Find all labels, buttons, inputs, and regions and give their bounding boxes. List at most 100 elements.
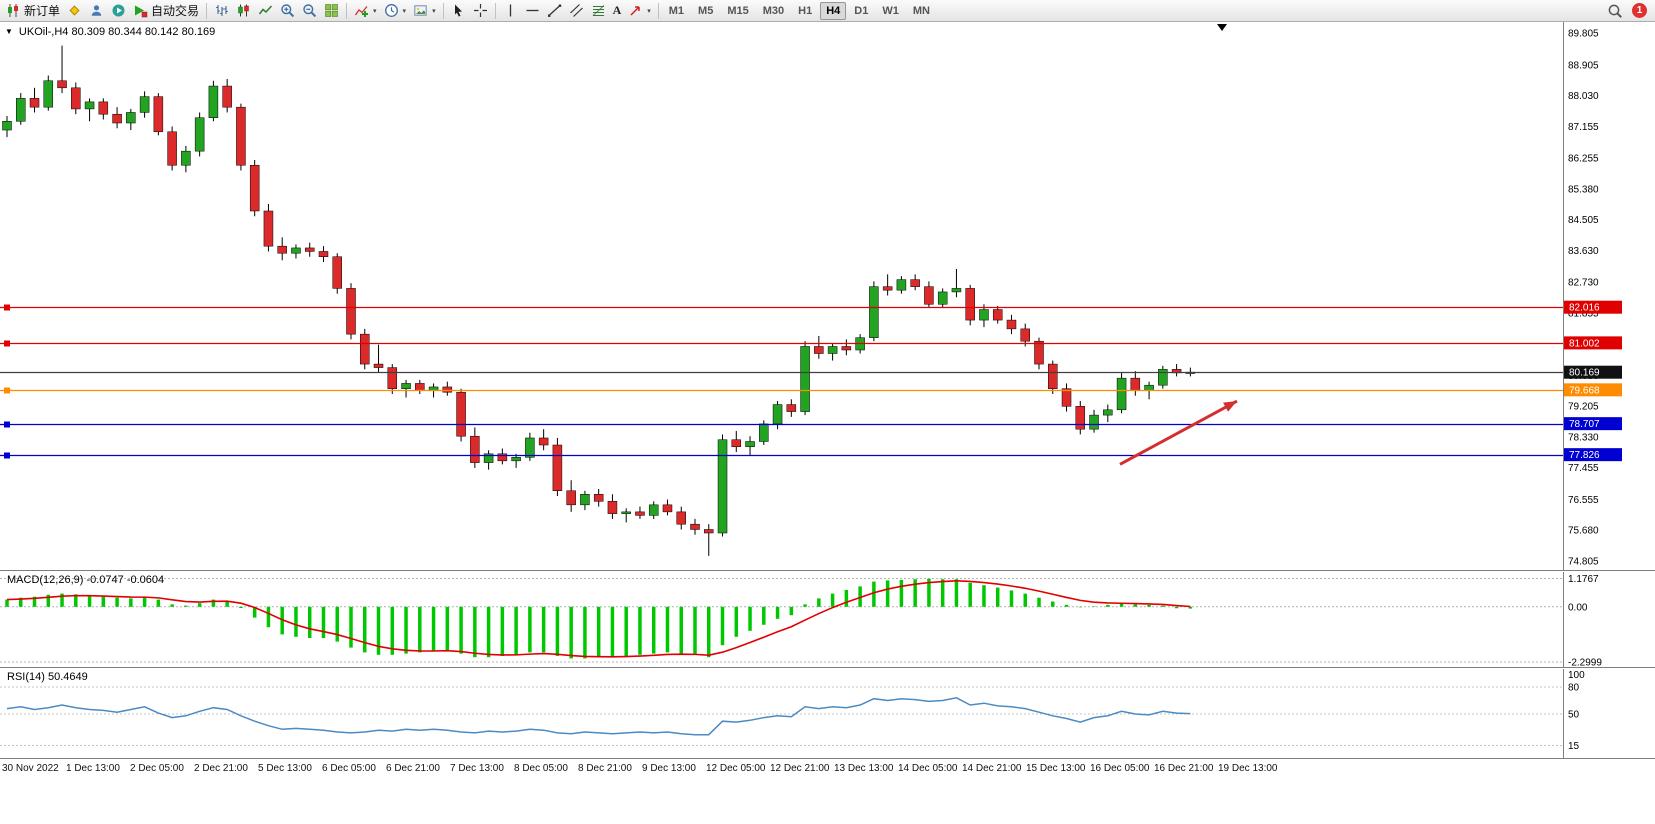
notification-badge[interactable]: 1 — [1632, 3, 1647, 18]
svg-text:81.002: 81.002 — [1569, 338, 1600, 349]
horizontal-line-78.707[interactable] — [0, 421, 1563, 428]
chart-bars-button[interactable] — [211, 1, 232, 21]
time-label: 14 Dec 05:00 — [898, 763, 958, 774]
horizontal-line-79.668[interactable] — [0, 387, 1563, 394]
search-button[interactable] — [1604, 1, 1626, 21]
time-label: 16 Dec 05:00 — [1090, 763, 1150, 774]
svg-text:89.805: 89.805 — [1568, 29, 1599, 40]
chart-line-button[interactable] — [255, 1, 276, 21]
timeframe-button-m1[interactable]: M1 — [668, 4, 685, 17]
timeframe-toolbar: M1 M5 M15 M30 H1 H4 D1 W1 MN — [663, 1, 936, 20]
arrow-tool-icon — [630, 6, 640, 16]
time-label: 8 Dec 21:00 — [578, 763, 632, 774]
main-toolbar: 新订单 自动交易 — [0, 0, 1655, 22]
svg-text:85.380: 85.380 — [1568, 184, 1599, 195]
svg-text:83.630: 83.630 — [1568, 246, 1599, 257]
chart-dropdown-icon[interactable]: ▼ — [5, 27, 13, 36]
timeframe-button-d1[interactable]: D1 — [854, 4, 869, 17]
svg-text:15: 15 — [1568, 741, 1580, 752]
indicators-button[interactable]: ▾ — [351, 1, 380, 21]
timeframe-button-m15[interactable]: M15 — [727, 4, 749, 17]
channel-tool-button[interactable] — [566, 1, 587, 21]
toolbar-separator — [442, 2, 444, 19]
rsi-panel: 100 80 50 15 RSI(14) 50.4649 — [0, 669, 1655, 759]
svg-text:78.707: 78.707 — [1569, 419, 1600, 430]
time-label: 2 Dec 21:00 — [194, 763, 248, 774]
trendline-tool-button[interactable] — [544, 1, 565, 21]
horizontal-line-82.016[interactable] — [0, 304, 1563, 311]
time-label: 12 Dec 21:00 — [770, 763, 830, 774]
time-label: 6 Dec 21:00 — [386, 763, 440, 774]
time-label: 13 Dec 13:00 — [834, 763, 894, 774]
svg-text:77.826: 77.826 — [1569, 450, 1600, 461]
svg-text:82.016: 82.016 — [1569, 303, 1600, 314]
svg-text:0.00: 0.00 — [1568, 602, 1588, 613]
svg-text:84.505: 84.505 — [1568, 215, 1599, 226]
vertical-line-tool-button[interactable] — [500, 1, 521, 21]
price-badge-78.707: 78.707 — [1564, 417, 1622, 431]
vertical-line-icon — [509, 4, 511, 17]
svg-text:88.905: 88.905 — [1568, 60, 1599, 71]
time-label: 5 Dec 13:00 — [258, 763, 312, 774]
svg-text:81.855: 81.855 — [1568, 308, 1599, 319]
autotrading-label: 自动交易 — [151, 4, 200, 18]
candlestick-chart-icon — [238, 4, 249, 17]
price-axis-labels: 89.805 88.905 88.030 87.155 86.255 85.380 84.5… — [1568, 29, 1599, 568]
time-label: 6 Dec 05:00 — [322, 763, 376, 774]
svg-text:1.1767: 1.1767 — [1568, 574, 1599, 585]
autotrading-button[interactable]: 自动交易 — [130, 1, 202, 21]
fibonacci-tool-button[interactable] — [588, 1, 609, 21]
new-order-button[interactable]: 新订单 — [3, 1, 63, 21]
metaeditor-icon — [69, 5, 80, 16]
arrows-tool-button[interactable]: ▾ — [625, 1, 654, 21]
cursor-button[interactable] — [448, 1, 469, 21]
trendline-icon — [547, 4, 561, 17]
svg-text:50: 50 — [1568, 710, 1580, 721]
time-label: 7 Dec 13:00 — [450, 763, 504, 774]
timeframe-button-m5[interactable]: M5 — [698, 4, 714, 17]
text-tool-button[interactable]: A — [610, 1, 625, 21]
time-label: 2 Dec 05:00 — [130, 763, 184, 774]
time-axis[interactable]: 30 Nov 2022 1 Dec 13:00 2 Dec 05:00 2 Dec 2… — [0, 760, 1655, 780]
search-icon — [1608, 4, 1622, 18]
accounts-button[interactable] — [86, 1, 107, 21]
zoom-in-button[interactable] — [277, 1, 298, 21]
line-chart-icon — [258, 5, 273, 15]
zoom-out-button[interactable] — [299, 1, 320, 21]
time-label: 9 Dec 13:00 — [642, 763, 696, 774]
svg-text:82.730: 82.730 — [1568, 278, 1599, 289]
template-image-icon — [414, 5, 427, 16]
horizontal-line-tool-button[interactable] — [522, 1, 543, 21]
templates-button[interactable]: ▾ — [410, 1, 439, 21]
timeframe-button-m30[interactable]: M30 — [762, 4, 785, 17]
toolbar-separator — [494, 2, 496, 19]
price-chart-canvas[interactable]: 89.805 88.905 88.030 87.155 86.255 85.380 84.5… — [0, 22, 1655, 571]
horizontal-line-icon — [526, 9, 539, 12]
timeframe-button-h4[interactable]: H4 — [820, 1, 847, 20]
macd-canvas[interactable]: 1.1767 0.00 -2.2999 — [0, 572, 1655, 668]
periods-button[interactable]: ▾ — [381, 1, 410, 21]
tile-windows-button[interactable] — [321, 1, 342, 21]
crosshair-icon — [473, 4, 487, 17]
svg-text:100: 100 — [1568, 670, 1585, 681]
crosshair-button[interactable] — [470, 1, 491, 21]
timeframe-button-h1[interactable]: H1 — [798, 4, 813, 17]
rsi-canvas[interactable]: 100 80 50 15 — [0, 669, 1655, 759]
timeframe-button-w1[interactable]: W1 — [882, 4, 899, 17]
community-button[interactable] — [108, 1, 129, 21]
toolbar-separator — [657, 2, 659, 19]
chevron-down-icon: ▾ — [373, 7, 377, 15]
time-label: 19 Dec 13:00 — [1218, 763, 1278, 774]
trend-arrow-annotation[interactable] — [1119, 399, 1238, 466]
horizontal-line-81.002[interactable] — [0, 340, 1563, 347]
tile-windows-icon — [325, 4, 338, 17]
horizontal-line-77.826[interactable] — [0, 452, 1563, 459]
timeframe-button-mn[interactable]: MN — [912, 4, 930, 17]
metaeditor-button[interactable] — [64, 1, 85, 21]
community-icon — [112, 4, 125, 17]
new-order-icon — [8, 4, 18, 17]
time-label: 15 Dec 13:00 — [1026, 763, 1086, 774]
new-order-label: 新订单 — [24, 4, 61, 18]
macd-label: MACD(12,26,9) -0.0747 -0.0604 — [7, 574, 165, 586]
chart-candles-button[interactable] — [233, 1, 254, 21]
